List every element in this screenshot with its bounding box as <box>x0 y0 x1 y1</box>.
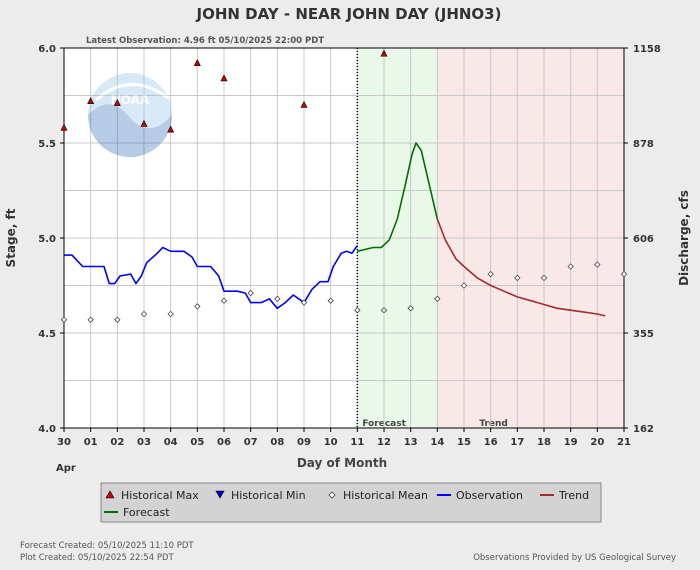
historical-mean-marker <box>540 274 548 282</box>
series-line-forecast <box>357 142 439 253</box>
legend: Historical Max Historical Min Historical M… <box>100 482 602 523</box>
y-tick-label-left: 5.5 <box>38 139 56 150</box>
historical-mean-marker <box>274 295 281 302</box>
historical-mean-marker <box>60 316 68 323</box>
historical-mean-marker <box>434 295 441 302</box>
noaa-logo: NOAA <box>88 73 172 157</box>
region-label-trend: Trend <box>479 419 508 429</box>
y-axis-right: 162 355 606 878 1158 <box>624 44 661 435</box>
x-tick-label: 18 <box>537 437 551 448</box>
historical-mean-marker <box>167 310 174 318</box>
x-tick-label: 02 <box>110 437 124 448</box>
historical-max-marker <box>193 59 201 66</box>
historical-mean-marker <box>594 261 601 268</box>
historical-mean-marker <box>567 263 574 270</box>
legend-box <box>100 482 602 523</box>
historical-max-marker <box>167 125 175 133</box>
x-tick-label: 10 <box>324 437 338 448</box>
historical-mean-marker <box>460 282 468 289</box>
historical-mean-marker <box>114 316 121 323</box>
x-tick-label: 21 <box>617 437 631 448</box>
historical-mean-marker <box>380 307 388 314</box>
x-tick-label: 01 <box>84 437 98 448</box>
historical-mean-marker <box>247 289 254 297</box>
historical-mean-marker <box>407 305 414 312</box>
historical-mean-marker <box>620 270 628 278</box>
legend-swatch-historical-mean <box>328 491 336 499</box>
historical-max-marker <box>380 49 388 57</box>
x-tick-label: 17 <box>510 437 524 448</box>
x-tick-label: 11 <box>350 437 364 448</box>
x-tick-label: 30 <box>57 437 71 448</box>
chart-title: JOHN DAY - NEAR JOHN DAY (JHNO3) <box>196 5 502 23</box>
legend-label-forecast: Forecast <box>123 506 170 519</box>
historical-max-marker <box>140 119 148 127</box>
noaa-logo-text: NOAA <box>111 93 150 107</box>
y-axis-left-label: Stage, ft <box>4 208 18 267</box>
historical-mean-marker <box>300 299 308 306</box>
y-tick-label-right: 162 <box>633 424 654 435</box>
x-tick-label: 19 <box>564 437 578 448</box>
x-tick-label: 13 <box>404 437 418 448</box>
x-tick-label: 06 <box>217 437 231 448</box>
y-tick-label-left: 4.5 <box>38 329 56 340</box>
historical-mean-marker <box>220 297 228 304</box>
historical-max-marker <box>113 98 121 106</box>
x-tick-label: 05 <box>190 437 204 448</box>
historical-mean-marker <box>514 274 521 282</box>
historical-mean-marker <box>87 316 94 323</box>
historical-max-marker <box>220 74 228 82</box>
y-tick-label-right: 878 <box>633 139 654 150</box>
legend-label-historical-mean: Historical Mean <box>343 489 428 502</box>
x-month-label: Apr <box>56 463 76 474</box>
historical-mean-marker <box>194 303 201 310</box>
historical-max-marker <box>300 100 308 108</box>
legend-label-trend: Trend <box>558 489 589 502</box>
series-line-observation <box>64 245 358 310</box>
latest-observation: Latest Observation: 4.96 ft 05/10/2025 2… <box>86 36 324 46</box>
historical-mean-marker <box>354 307 361 314</box>
x-tick-label: 08 <box>270 437 284 448</box>
legend-swatch-historical-max <box>105 490 115 499</box>
x-tick-label: 20 <box>590 437 604 448</box>
historical-mean-marker <box>487 270 494 278</box>
historical-max-marker <box>60 123 68 131</box>
plot-created: Plot Created: 05/10/2025 22:54 PDT <box>20 553 174 563</box>
y-tick-label-left: 4.0 <box>38 424 56 435</box>
y-tick-label-right: 606 <box>633 234 654 245</box>
x-tick-label: 03 <box>137 437 151 448</box>
y-axis-left: 4.0 4.5 5.0 5.5 6.0 <box>38 44 64 435</box>
x-axis: 30 01 02 03 04 05 06 07 08 09 10 11 12 13 14 15 16 17 18 19… <box>57 428 631 448</box>
historical-max-marker <box>87 97 95 104</box>
x-axis-label: Day of Month <box>297 456 387 470</box>
legend-label-observation: Observation <box>456 489 523 502</box>
legend-label-historical-min: Historical Min <box>231 489 306 502</box>
x-tick-label: 04 <box>164 437 178 448</box>
markers <box>60 49 628 323</box>
series-lines <box>64 142 606 317</box>
x-tick-label: 15 <box>457 437 471 448</box>
forecast-created: Forecast Created: 05/10/2025 11:10 PDT <box>20 541 194 551</box>
x-tick-label: 07 <box>244 437 258 448</box>
legend-swatch-historical-min <box>215 490 225 499</box>
y-tick-label-right: 355 <box>633 329 654 340</box>
x-tick-label: 09 <box>297 437 311 448</box>
historical-mean-marker <box>327 297 334 304</box>
x-tick-label: 14 <box>430 437 444 448</box>
y-axis-right-label: Discharge, cfs <box>677 190 691 286</box>
y-tick-label-left: 5.0 <box>38 234 56 245</box>
series-line-trend <box>436 218 606 317</box>
y-tick-label-left: 6.0 <box>38 44 56 55</box>
legend-label-historical-max: Historical Max <box>121 489 199 502</box>
historical-mean-marker <box>140 310 148 318</box>
grid <box>64 48 624 428</box>
y-tick-label-right: 1158 <box>633 44 661 55</box>
data-provider: Observations Provided by US Geological S… <box>473 553 676 563</box>
x-tick-label: 16 <box>484 437 498 448</box>
x-tick-label: 12 <box>377 437 391 448</box>
